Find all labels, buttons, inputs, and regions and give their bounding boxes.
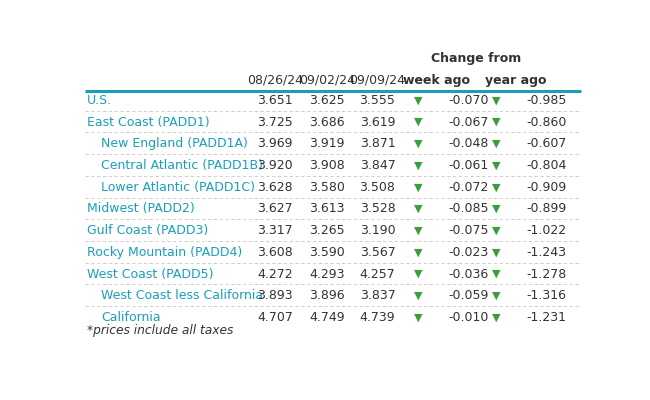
- Text: -1.022: -1.022: [526, 224, 567, 237]
- Text: 3.725: 3.725: [257, 116, 293, 128]
- Text: -0.059: -0.059: [448, 289, 488, 302]
- Text: 4.257: 4.257: [359, 268, 395, 280]
- Text: 3.613: 3.613: [309, 202, 345, 216]
- Text: -0.010: -0.010: [448, 311, 488, 324]
- Text: week ago: week ago: [404, 74, 471, 87]
- Text: Midwest (PADD2): Midwest (PADD2): [87, 202, 195, 216]
- Text: -1.231: -1.231: [526, 311, 567, 324]
- Text: 4.293: 4.293: [309, 268, 345, 280]
- Text: New England (PADD1A): New England (PADD1A): [101, 137, 248, 150]
- Text: 3.920: 3.920: [257, 159, 293, 172]
- Text: -0.085: -0.085: [448, 202, 489, 216]
- Text: ▼: ▼: [413, 291, 422, 301]
- Text: 3.265: 3.265: [309, 224, 345, 237]
- Text: ▼: ▼: [413, 312, 422, 322]
- Text: 3.627: 3.627: [257, 202, 293, 216]
- Text: 3.908: 3.908: [309, 159, 345, 172]
- Text: -0.072: -0.072: [448, 181, 488, 194]
- Text: ▼: ▼: [492, 139, 500, 149]
- Text: ▼: ▼: [492, 291, 500, 301]
- Text: -0.036: -0.036: [448, 268, 488, 280]
- Text: ▼: ▼: [413, 247, 422, 257]
- Text: -0.075: -0.075: [448, 224, 489, 237]
- Text: 3.651: 3.651: [257, 94, 293, 107]
- Text: 3.969: 3.969: [257, 137, 293, 150]
- Text: 3.893: 3.893: [257, 289, 293, 302]
- Text: -1.278: -1.278: [526, 268, 567, 280]
- Text: Central Atlantic (PADD1B): Central Atlantic (PADD1B): [101, 159, 263, 172]
- Text: West Coast less California: West Coast less California: [101, 289, 263, 302]
- Text: Change from: Change from: [431, 52, 521, 65]
- Text: ▼: ▼: [413, 139, 422, 149]
- Text: 3.567: 3.567: [359, 246, 395, 259]
- Text: 3.619: 3.619: [359, 116, 395, 128]
- Text: 3.580: 3.580: [309, 181, 345, 194]
- Text: -0.061: -0.061: [448, 159, 488, 172]
- Text: 3.190: 3.190: [359, 224, 395, 237]
- Text: 3.686: 3.686: [309, 116, 345, 128]
- Text: -1.316: -1.316: [526, 289, 567, 302]
- Text: -1.243: -1.243: [526, 246, 567, 259]
- Text: 09/02/24: 09/02/24: [299, 74, 355, 87]
- Text: year ago: year ago: [485, 74, 546, 87]
- Text: -0.985: -0.985: [526, 94, 567, 107]
- Text: U.S.: U.S.: [87, 94, 112, 107]
- Text: -0.860: -0.860: [526, 116, 567, 128]
- Text: Lower Atlantic (PADD1C): Lower Atlantic (PADD1C): [101, 181, 255, 194]
- Text: -0.607: -0.607: [526, 137, 567, 150]
- Text: -0.048: -0.048: [448, 137, 488, 150]
- Text: ▼: ▼: [492, 182, 500, 192]
- Text: ▼: ▼: [492, 312, 500, 322]
- Text: 4.272: 4.272: [257, 268, 293, 280]
- Text: 4.707: 4.707: [257, 311, 293, 324]
- Text: 3.896: 3.896: [309, 289, 345, 302]
- Text: *prices include all taxes: *prices include all taxes: [87, 324, 233, 338]
- Text: 09/09/24: 09/09/24: [350, 74, 406, 87]
- Text: 3.555: 3.555: [359, 94, 395, 107]
- Text: ▼: ▼: [413, 117, 422, 127]
- Text: 3.847: 3.847: [359, 159, 395, 172]
- Text: West Coast (PADD5): West Coast (PADD5): [87, 268, 214, 280]
- Text: ▼: ▼: [413, 204, 422, 214]
- Text: 3.628: 3.628: [257, 181, 293, 194]
- Text: 3.871: 3.871: [359, 137, 395, 150]
- Text: 3.317: 3.317: [257, 224, 293, 237]
- Text: 3.625: 3.625: [309, 94, 345, 107]
- Text: -0.804: -0.804: [526, 159, 567, 172]
- Text: ▼: ▼: [413, 160, 422, 170]
- Text: ▼: ▼: [492, 117, 500, 127]
- Text: 3.508: 3.508: [359, 181, 395, 194]
- Text: ▼: ▼: [413, 269, 422, 279]
- Text: Gulf Coast (PADD3): Gulf Coast (PADD3): [87, 224, 209, 237]
- Text: 4.749: 4.749: [309, 311, 345, 324]
- Text: 4.739: 4.739: [359, 311, 395, 324]
- Text: 3.608: 3.608: [257, 246, 293, 259]
- Text: 3.837: 3.837: [359, 289, 395, 302]
- Text: ▼: ▼: [492, 269, 500, 279]
- Text: -0.067: -0.067: [448, 116, 488, 128]
- Text: -0.070: -0.070: [448, 94, 489, 107]
- Text: -0.899: -0.899: [526, 202, 567, 216]
- Text: East Coast (PADD1): East Coast (PADD1): [87, 116, 210, 128]
- Text: ▼: ▼: [492, 247, 500, 257]
- Text: ▼: ▼: [413, 182, 422, 192]
- Text: -0.023: -0.023: [448, 246, 488, 259]
- Text: ▼: ▼: [413, 95, 422, 105]
- Text: 3.919: 3.919: [309, 137, 345, 150]
- Text: 3.528: 3.528: [359, 202, 395, 216]
- Text: Rocky Mountain (PADD4): Rocky Mountain (PADD4): [87, 246, 242, 259]
- Text: California: California: [101, 311, 161, 324]
- Text: 3.590: 3.590: [309, 246, 345, 259]
- Text: ▼: ▼: [492, 204, 500, 214]
- Text: ▼: ▼: [492, 95, 500, 105]
- Text: -0.909: -0.909: [526, 181, 567, 194]
- Text: ▼: ▼: [492, 226, 500, 236]
- Text: 08/26/24: 08/26/24: [247, 74, 303, 87]
- Text: ▼: ▼: [413, 226, 422, 236]
- Text: ▼: ▼: [492, 160, 500, 170]
